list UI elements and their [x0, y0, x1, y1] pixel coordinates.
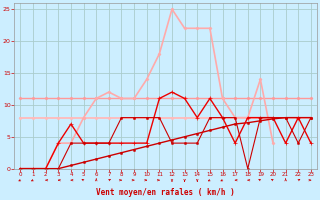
X-axis label: Vent moyen/en rafales ( km/h ): Vent moyen/en rafales ( km/h ): [96, 188, 235, 197]
